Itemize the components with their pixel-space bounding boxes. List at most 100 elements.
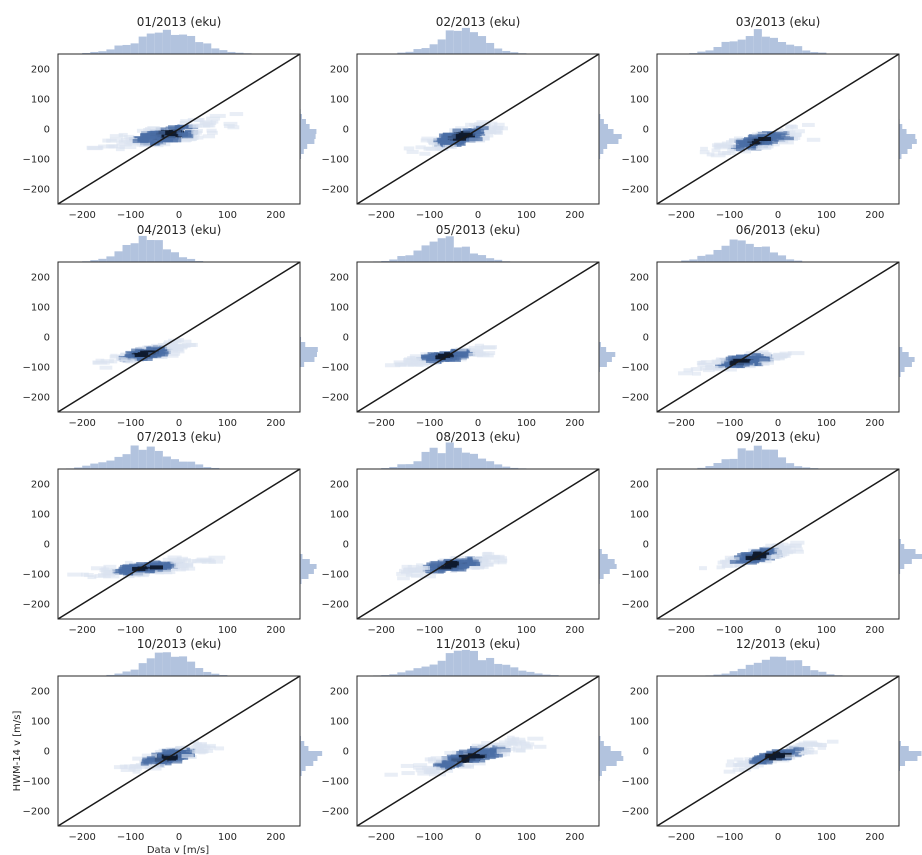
right-histogram-bar xyxy=(300,134,316,139)
density-cell xyxy=(733,144,741,149)
density-cell xyxy=(787,543,802,548)
reference-line xyxy=(57,468,301,620)
top-histogram-bar xyxy=(478,255,487,262)
top-histogram-bar xyxy=(429,447,438,469)
y-tick-label: 0 xyxy=(343,333,349,344)
density-cell xyxy=(141,753,158,758)
top-histogram-bar xyxy=(203,671,212,676)
density-cell xyxy=(811,742,820,747)
density-cell xyxy=(767,754,785,759)
y-tick-label: 0 xyxy=(343,747,349,758)
top-histogram-bar xyxy=(745,36,754,54)
top-histogram-bar xyxy=(154,652,163,676)
top-histogram-bar xyxy=(729,671,738,676)
right-histogram-bar xyxy=(300,149,304,154)
right-histogram-bar xyxy=(899,347,903,352)
panel-title: 09/2013 (eku) xyxy=(736,430,821,444)
top-histogram-bar xyxy=(130,445,139,469)
top-histogram-bar xyxy=(810,52,819,54)
x-tick-label: −200 xyxy=(667,625,694,636)
density-cell xyxy=(135,348,144,353)
density-cell xyxy=(99,365,113,370)
x-tick-label: 0 xyxy=(475,418,481,429)
density-cell xyxy=(151,139,164,144)
density-cell xyxy=(427,757,436,762)
density-cell xyxy=(116,356,128,361)
density-cell xyxy=(497,743,512,748)
top-histogram-bar xyxy=(542,674,551,676)
density-cell xyxy=(470,753,487,758)
x-tick-label: −100 xyxy=(416,625,443,636)
top-histogram-bar xyxy=(753,445,762,469)
y-tick-label: −200 xyxy=(622,393,649,404)
density-cell xyxy=(136,128,151,133)
density-cell xyxy=(743,136,754,141)
density-cell xyxy=(507,738,517,743)
panel-6: 06/2013 (eku) −200 −100 0 100 200 −200 −100 0 100… xyxy=(622,223,915,429)
y-tick-label: 0 xyxy=(643,333,649,344)
top-histogram-bar xyxy=(74,467,83,469)
density-cell xyxy=(482,345,497,350)
density-cell xyxy=(777,353,789,358)
top-histogram-bar xyxy=(453,247,462,262)
density-cell xyxy=(785,125,794,130)
panel-9: 09/2013 (eku) −200 −100 0 100 200 −200 −100 0 100… xyxy=(622,430,922,636)
density-cell xyxy=(775,128,784,133)
y-tick-label: 0 xyxy=(44,125,50,136)
axes-frame xyxy=(57,261,301,413)
density-cell xyxy=(174,745,186,750)
x-tick-label: 0 xyxy=(475,210,481,221)
density-cell xyxy=(163,751,177,756)
top-histogram-bar xyxy=(778,656,787,676)
density-cell xyxy=(678,371,693,376)
density-cell xyxy=(140,571,150,576)
density-cell xyxy=(120,767,136,772)
density-cell xyxy=(173,347,184,352)
top-histogram-bar xyxy=(203,43,212,54)
top-histogram-bar xyxy=(794,260,803,262)
y-tick-label: −100 xyxy=(622,777,649,788)
right-histogram-bar xyxy=(300,751,323,756)
y-tick-label: −200 xyxy=(322,600,349,611)
density-cell xyxy=(778,545,792,550)
density-cell xyxy=(174,125,185,130)
top-histogram-bar xyxy=(146,240,155,262)
density-cell xyxy=(140,761,149,766)
top-histogram-bar xyxy=(486,461,495,469)
density-cell xyxy=(164,567,179,572)
density-cell xyxy=(492,745,506,750)
top-histogram-bar xyxy=(106,49,115,54)
top-histogram-bar xyxy=(794,660,803,676)
top-histogram-bar xyxy=(114,673,123,676)
top-histogram-bar xyxy=(130,43,139,54)
x-tick-label: 200 xyxy=(865,210,884,221)
density-cell xyxy=(790,136,801,141)
right-histogram-bar xyxy=(599,569,610,574)
panel-title: 12/2013 (eku) xyxy=(736,637,821,651)
density-cell xyxy=(139,569,156,574)
top-histogram-bar xyxy=(802,467,811,469)
right-histogram-bar xyxy=(300,119,306,124)
density-cell xyxy=(437,146,449,151)
density-cell xyxy=(739,556,749,561)
top-histogram-bar xyxy=(494,259,503,262)
density-cell xyxy=(109,354,120,359)
density-cell xyxy=(229,112,244,117)
top-histogram-bar xyxy=(211,48,220,54)
density-cell xyxy=(747,134,764,139)
density-cell xyxy=(147,131,156,136)
y-tick-label: −100 xyxy=(23,570,50,581)
top-histogram-bar xyxy=(769,37,778,54)
axes-frame xyxy=(57,675,301,827)
top-histogram-bar xyxy=(778,42,787,54)
density-cell xyxy=(193,130,202,135)
right-histogram-bar xyxy=(599,549,602,554)
top-histogram-bar xyxy=(469,650,478,676)
panel-8: 08/2013 (eku) −200 −100 0 100 200 −200 −100 0 100… xyxy=(322,430,617,636)
density-cell xyxy=(208,555,226,560)
x-tick-label: 100 xyxy=(517,210,536,221)
right-histogram-bar xyxy=(899,124,903,129)
density-cell xyxy=(187,559,197,564)
axes-frame xyxy=(356,53,600,205)
density-cell xyxy=(167,555,182,560)
